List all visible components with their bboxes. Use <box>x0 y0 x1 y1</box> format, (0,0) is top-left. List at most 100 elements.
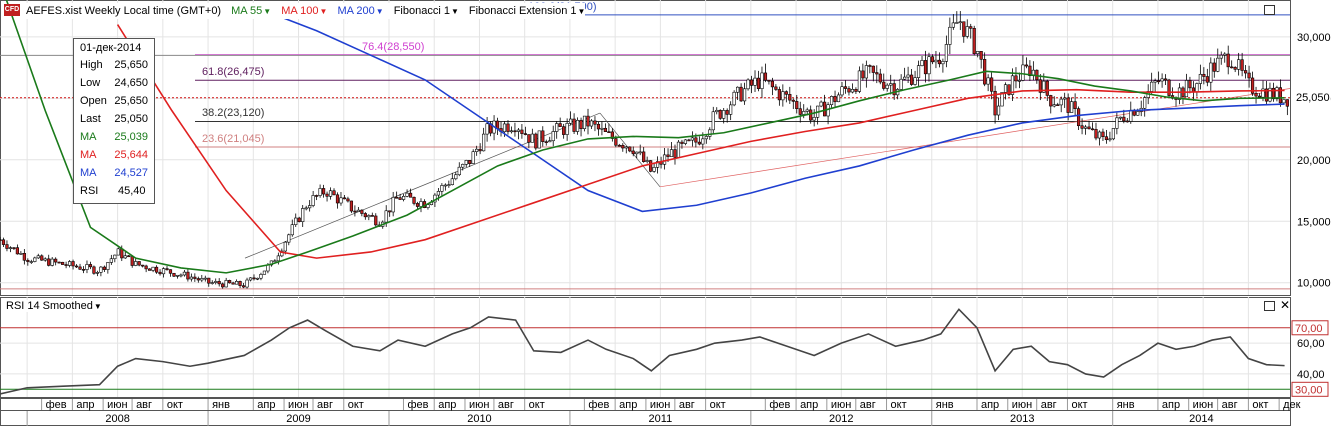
candle-body <box>412 196 416 204</box>
candle-body <box>346 198 350 202</box>
candle-body <box>408 192 413 198</box>
candle-body <box>1038 79 1042 93</box>
ma100-legend[interactable]: MA 100▼ <box>281 5 328 17</box>
candle-body <box>168 269 173 274</box>
candle-body <box>238 281 242 286</box>
candle-body <box>781 91 785 101</box>
ma200-legend[interactable]: MA 200▼ <box>337 5 384 17</box>
candle-body <box>402 196 406 200</box>
candle-body <box>823 101 827 117</box>
candle-body <box>558 123 562 127</box>
candle-body <box>252 277 256 280</box>
candle-body <box>388 210 392 213</box>
year-label: 2014 <box>1189 413 1213 425</box>
candle-body <box>544 141 548 143</box>
candle-body <box>287 234 291 243</box>
rsi-tick-label: 60,00 <box>1297 338 1325 350</box>
candle-body <box>976 51 980 55</box>
fibonacci-legend[interactable]: Fibonacci 1▼ <box>393 5 459 17</box>
candle-body <box>384 210 388 223</box>
ohlc-info-box: 01-дек-2014 High 25,650 Low 24,650 Open 25,65… <box>73 38 155 204</box>
candle-body <box>788 94 792 101</box>
info-key: Last <box>80 113 101 125</box>
candle-body <box>40 255 44 261</box>
candle-body <box>523 133 527 135</box>
candle-body <box>415 203 420 207</box>
maximize-icon[interactable] <box>1264 5 1275 15</box>
candle-body <box>64 264 68 266</box>
candle-body <box>116 248 120 256</box>
candle-body <box>1104 136 1109 141</box>
candle-body <box>1066 97 1070 113</box>
candle-body <box>746 79 750 90</box>
candle-body <box>882 81 886 89</box>
instrument-title[interactable]: AEFES.xist Weekly Local time (GMT+0) <box>26 5 222 17</box>
candle-body <box>231 282 235 285</box>
fib-extension-legend[interactable]: Fibonacci Extension 1▼ <box>468 5 586 17</box>
candle-body <box>175 274 180 277</box>
candle-body <box>843 86 848 89</box>
rsi-legend[interactable]: RSI 14 Smoothed▼ <box>6 300 102 312</box>
month-label: янв <box>212 399 230 411</box>
candle-body <box>899 78 903 90</box>
candle-body <box>262 270 267 275</box>
candle-body <box>934 59 938 63</box>
candle-body <box>607 131 611 134</box>
month-label: окт <box>891 399 907 411</box>
month-label: авг <box>860 399 876 411</box>
year-label: 2013 <box>1010 413 1034 425</box>
year-label: 2010 <box>467 413 491 425</box>
info-key: MA <box>80 131 97 143</box>
candle-body <box>19 253 23 255</box>
candle-body <box>930 56 935 63</box>
fib-label: 76.4(28,550) <box>362 40 425 53</box>
month-label: июн <box>469 399 489 411</box>
candle-body <box>1122 116 1126 122</box>
candle-body <box>756 77 761 89</box>
candle-body <box>701 138 705 145</box>
candle-body <box>207 277 211 284</box>
candle-body <box>927 56 931 75</box>
candle-body <box>621 144 625 149</box>
candle-body <box>1000 92 1004 107</box>
candle-body <box>951 22 955 28</box>
candle-body <box>1024 64 1029 67</box>
candle-body <box>1257 95 1262 98</box>
ma55-legend[interactable]: MA 55▼ <box>231 5 272 17</box>
candle-body <box>234 281 239 285</box>
candle-body <box>1250 77 1255 94</box>
candle-body <box>527 134 531 143</box>
close-icon[interactable]: ✕ <box>1280 298 1291 312</box>
candle-body <box>1163 78 1168 81</box>
maximize-icon[interactable] <box>1264 301 1275 311</box>
candle-body <box>1007 84 1011 95</box>
candle-body <box>1264 88 1269 102</box>
candle-body <box>889 83 893 86</box>
candle-body <box>694 137 698 143</box>
candle-body <box>649 160 653 172</box>
candle-body <box>562 126 566 135</box>
candle-body <box>468 160 472 164</box>
candle-body <box>589 120 594 127</box>
candle-body <box>986 77 990 85</box>
candle-body <box>276 255 280 262</box>
candle-body <box>137 261 141 266</box>
candle-body <box>829 96 834 106</box>
candle-body <box>857 70 861 92</box>
month-label: апр <box>438 399 456 411</box>
candle-body <box>1073 101 1077 109</box>
candle-body <box>1090 128 1095 131</box>
candle-body <box>1080 125 1084 129</box>
candle-body <box>161 268 166 275</box>
candle-body <box>228 280 232 284</box>
candle-body <box>214 281 218 283</box>
candle-body <box>482 133 486 152</box>
candle-body <box>179 274 183 277</box>
candle-body <box>106 262 110 270</box>
candle-body <box>50 258 54 266</box>
candle-body <box>555 123 559 132</box>
candle-body <box>1223 53 1227 56</box>
candle-body <box>541 130 545 142</box>
candle-body <box>71 261 75 267</box>
candle-body <box>1268 87 1272 102</box>
